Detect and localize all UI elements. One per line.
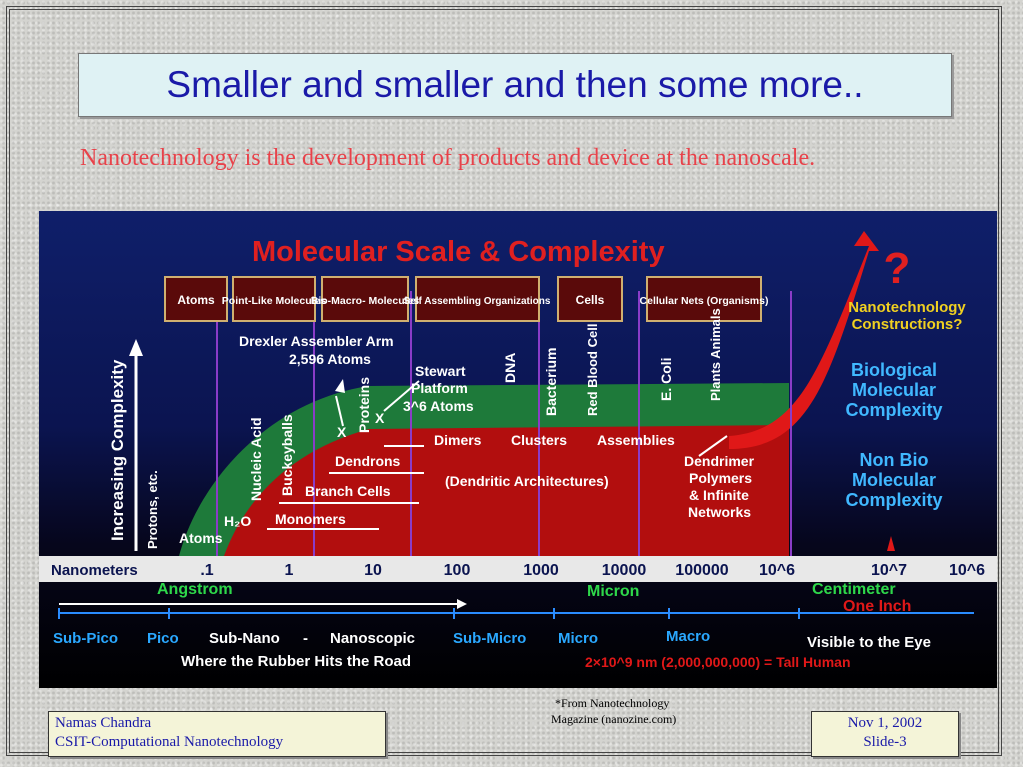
guide-lines [216,291,792,556]
atoms-label: Atoms [179,530,223,546]
footer-author: Namas Chandra [55,715,152,731]
dendritic-label: (Dendritic Architectures) [445,473,609,489]
scale-sub-micro: Sub-Micro [453,630,526,647]
scale-sub-pico: Sub-Pico [53,630,118,647]
clusters-label: Clusters [511,432,567,448]
category-cells: Cells [576,293,605,307]
dendrimer-label-2: Polymers [689,470,752,486]
one-inch-label: One Inch [843,598,911,615]
assemblies-label: Assemblies [597,432,675,448]
drexler-label-2: 2,596 Atoms [289,351,371,367]
red-blood-cell-label: Red Blood Cell [585,324,600,416]
buckeyballs-label: Buckeyballs [279,414,295,496]
x-axis-band [39,556,997,582]
footer-course: CSIT-Computational Nanotechnology [55,734,284,750]
stewart-label-2: Platform [411,380,468,396]
y-axis-arrowhead [129,339,143,356]
tick-label: 10^7 [871,562,907,579]
tick-label: 10^6 [759,562,795,579]
scale-sub-nano: Sub-Nano [209,630,280,647]
category-cellular-nets: Cellular Nets (Organisms) [640,295,769,307]
protons-label: Protons, etc. [145,470,160,549]
human-marker [887,536,895,551]
tick-label: 1000 [523,562,559,579]
category-boxes [164,276,762,322]
nonbio-label-2: Molecular [852,470,936,490]
nonbio-region [224,425,789,556]
dendrons-label: Dendrons [335,453,401,469]
plants-animals-label: Plants Animals [708,308,723,401]
footer-slide-number: Slide-3 [863,734,907,750]
stewart-label-1: Stewart [415,363,466,379]
micron-label: Micron [587,583,639,600]
tick-label: 100000 [675,562,728,579]
source-credit: *From Nanotechnology Magazine (nanozine.… [551,695,751,727]
nanotech-label-1: Nanotechnology [848,299,966,316]
question-mark: ? [884,244,911,293]
annotation-lines [267,380,728,530]
dna-label: DNA [502,353,518,383]
footer-date: Nov 1, 2002 [847,715,923,731]
scale-nanoscopic: Nanoscopic [330,630,415,647]
x-mark-2: X [375,410,385,426]
dendrimer-label-1: Dendrimer [684,453,755,469]
y-axis-label: Increasing Complexity [108,359,127,541]
tick-label: 1 [285,562,294,579]
stewart-label-3: 3^6 Atoms [403,398,474,414]
credit-line-2: Magazine (nanozine.com) [551,712,677,726]
scale-micro: Micro [558,630,598,647]
monomers-label: Monomers [275,511,346,527]
e-coli-label: E. Coli [658,357,674,401]
proteins-label: Proteins [356,377,372,433]
figure-heading: Molecular Scale & Complexity [252,236,665,268]
category-point-like: Point-Like Molecules [222,295,327,307]
footer-author-box: Namas Chandra CSIT-Computational Nanotec… [48,711,386,757]
scale-macro: Macro [666,628,710,645]
angstrom-label: Angstrom [157,581,233,598]
nonbio-label-1: Non Bio [860,450,929,470]
slide-subtitle: Nanotechnology is the development of pro… [80,145,816,171]
tick-label: 10000 [602,562,647,579]
footer-date-box: Nov 1, 2002 Slide-3 [811,711,959,757]
dendrimer-label-4: Networks [688,504,751,520]
centimeter-label: Centimeter [812,581,896,598]
tick-label: 100 [444,562,471,579]
tick-label: 10 [364,562,382,579]
figure-svg: Molecular Scale & Complexity Atoms Point… [39,231,997,670]
h2o-label: H₂O [224,513,251,529]
growth-arrow [729,231,879,449]
scale-pico: Pico [147,630,179,647]
nanotech-label-2: Constructions? [852,316,963,333]
x-mark-1: X [337,424,347,440]
scale-ticks [58,608,800,619]
axis-name: Nanometers [51,562,138,579]
bio-label-3: Complexity [845,400,942,420]
bio-label-2: Molecular [852,380,936,400]
visible-label: Visible to the Eye [807,634,931,651]
slide-frame [6,6,1002,756]
category-self-assembling: Self Assembling Organizations [404,296,551,307]
dendrimer-label-3: & Infinite [689,487,749,503]
tick-label: .1 [200,562,213,579]
nonbio-label-3: Complexity [845,490,942,510]
slide-title: Smaller and smaller and then some more.. [166,64,864,105]
dimers-label: Dimers [434,432,482,448]
tick-label: 10^6 [949,562,985,579]
credit-line-1: *From Nanotechnology [555,696,670,710]
drexler-arrowhead [335,379,345,393]
category-bio-macro: Bio-Macro- Molecules [311,295,420,307]
bio-label-1: Biological [851,360,937,380]
bacterium-label: Bacterium [543,348,559,416]
molecular-scale-figure: Molecular Scale & Complexity Atoms Point… [39,211,997,688]
drexler-label-1: Drexler Assembler Arm [239,333,394,349]
title-box: Smaller and smaller and then some more.. [78,53,952,117]
branch-cells-label: Branch Cells [305,483,391,499]
tall-human-label: 2×10^9 nm (2,000,000,000) = Tall Human [585,654,851,670]
rubber-label: Where the Rubber Hits the Road [181,653,411,670]
angstrom-arrowhead [457,599,467,609]
category-atoms: Atoms [177,293,215,307]
scale-dash: - [303,630,308,647]
nucleic-acid-label: Nucleic Acid [248,417,264,501]
